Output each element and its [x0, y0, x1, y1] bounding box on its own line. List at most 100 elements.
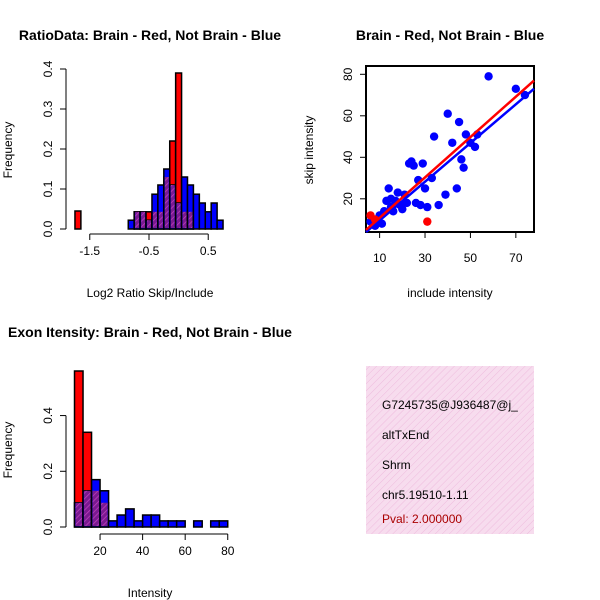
not-brain-bar — [141, 514, 152, 528]
brain-fit-line — [365, 79, 535, 231]
not-brain-bar — [198, 202, 207, 230]
not-brain-point — [441, 190, 450, 199]
x-tick-label: 70 — [509, 251, 523, 265]
not-brain-point — [511, 84, 521, 94]
brain-point — [423, 217, 432, 226]
not-brain-point — [427, 173, 437, 183]
y-tick-label: 0.1 — [41, 180, 55, 197]
y-tick-label: 80 — [341, 67, 355, 81]
not-brain-point — [443, 109, 452, 118]
info-panel-background — [366, 366, 534, 534]
overlap-bar — [92, 490, 100, 526]
y-tick-label: 0.0 — [41, 220, 55, 237]
pval-text: Pval: 2.000000 — [382, 512, 462, 526]
not-brain-point — [434, 200, 443, 210]
not-brain-bar — [192, 193, 201, 230]
not-brain-point — [393, 188, 402, 197]
y-tick-label: 0.3 — [41, 100, 55, 117]
event-type-text: altTxEnd — [382, 428, 429, 442]
overlap-bar — [75, 502, 83, 526]
overlap-bar — [164, 177, 169, 228]
intensity-scatter-ylabel: skip intensity — [302, 116, 316, 185]
gene-name-text: Shrm — [382, 458, 411, 472]
ratio-histogram-xlabel: Log2 Ratio Skip/Include — [87, 286, 214, 300]
x-tick-label: 60 — [178, 544, 192, 558]
x-tick-label: 50 — [464, 251, 478, 265]
not-brain-point — [454, 117, 464, 127]
not-brain-bar — [107, 520, 118, 528]
not-brain-point — [470, 142, 480, 152]
not-brain-point — [409, 161, 418, 170]
overlap-bar — [158, 211, 163, 228]
y-tick-label: 0.2 — [41, 463, 55, 480]
overlap-bar — [135, 211, 140, 228]
not-brain-point — [398, 204, 407, 214]
x-tick-label: 40 — [136, 544, 150, 558]
overlap-bar — [141, 211, 146, 228]
y-tick-label: 0.2 — [41, 140, 55, 157]
x-tick-label: -0.5 — [139, 244, 160, 258]
not-brain-point — [418, 159, 427, 168]
x-tick-label: 0.5 — [200, 244, 217, 258]
not-brain-bar — [167, 520, 178, 528]
exon-histogram-xlabel: Intensity — [128, 586, 173, 600]
scatter-plot-frame — [365, 65, 535, 233]
not-brain-point — [402, 198, 412, 208]
overlap-bar — [170, 185, 175, 228]
y-tick-label: 0.0 — [41, 518, 55, 535]
not-brain-bar — [158, 520, 169, 528]
not-brain-point — [461, 130, 471, 139]
not-brain-point — [384, 184, 393, 193]
not-brain-bar — [175, 520, 186, 528]
not-brain-point — [448, 138, 457, 147]
not-brain-bar — [209, 520, 220, 528]
not-brain-point — [452, 184, 462, 193]
not-brain-point — [459, 163, 468, 172]
x-tick-label: 30 — [418, 251, 432, 265]
y-tick-label: 0.4 — [41, 407, 55, 424]
not-brain-bar — [210, 202, 218, 230]
overlap-bar — [84, 490, 91, 526]
intensity-scatter: Brain - Red, Not Brain - Blue 20 40 60 80 10… — [302, 27, 544, 300]
brain-bar — [74, 210, 82, 230]
not-brain-point — [457, 155, 466, 164]
exon-histogram-ylabel: Frequency — [1, 422, 15, 479]
intensity-scatter-xlabel: include intensity — [407, 286, 492, 300]
overlap-bar — [176, 203, 181, 228]
y-tick-label: 20 — [341, 192, 355, 206]
not-brain-bar — [218, 520, 229, 528]
overlap-bar — [182, 211, 187, 228]
not-brain-point — [429, 132, 439, 141]
exon-intensity-histogram: Exon Itensity: Brain - Red, Not Brain - … — [1, 324, 292, 600]
not-brain-bar — [127, 219, 135, 230]
not-brain-point — [416, 200, 425, 210]
overlap-bar — [188, 211, 193, 228]
not-brain-point — [420, 184, 430, 193]
not-brain-bar — [216, 219, 224, 230]
overlap-bar — [101, 502, 108, 526]
not-brain-bar — [192, 520, 203, 528]
ratio-histogram-ylabel: Frequency — [1, 122, 15, 179]
y-tick-label: 0.4 — [41, 60, 55, 77]
ratio-histogram-title: RatioData: Brain - Red, Not Brain - Blue — [19, 27, 281, 43]
not-brain-bar — [150, 514, 161, 528]
event-id-text: G7245735@J936487@j_ — [382, 398, 518, 412]
event-info-panel: G7245735@J936487@j_ altTxEnd Shrm chr5.1… — [366, 366, 534, 534]
x-tick-label: 10 — [373, 251, 387, 265]
y-tick-label: 40 — [341, 150, 355, 164]
x-tick-label: 80 — [221, 544, 235, 558]
not-brain-bar — [204, 211, 212, 230]
not-brain-point — [423, 202, 432, 212]
x-tick-label: 20 — [93, 544, 107, 558]
y-tick-label: 60 — [341, 109, 355, 123]
overlap-bar — [147, 220, 151, 228]
intensity-scatter-title: Brain - Red, Not Brain - Blue — [356, 27, 544, 43]
overlap-bar — [152, 211, 157, 228]
location-text: chr5.19510-1.11 — [382, 488, 469, 502]
exon-histogram-title: Exon Itensity: Brain - Red, Not Brain - … — [8, 324, 292, 340]
x-tick-label: -1.5 — [79, 244, 100, 258]
not-brain-fit-line — [365, 87, 535, 233]
not-brain-bar — [116, 514, 127, 528]
not-brain-bar — [124, 508, 135, 528]
